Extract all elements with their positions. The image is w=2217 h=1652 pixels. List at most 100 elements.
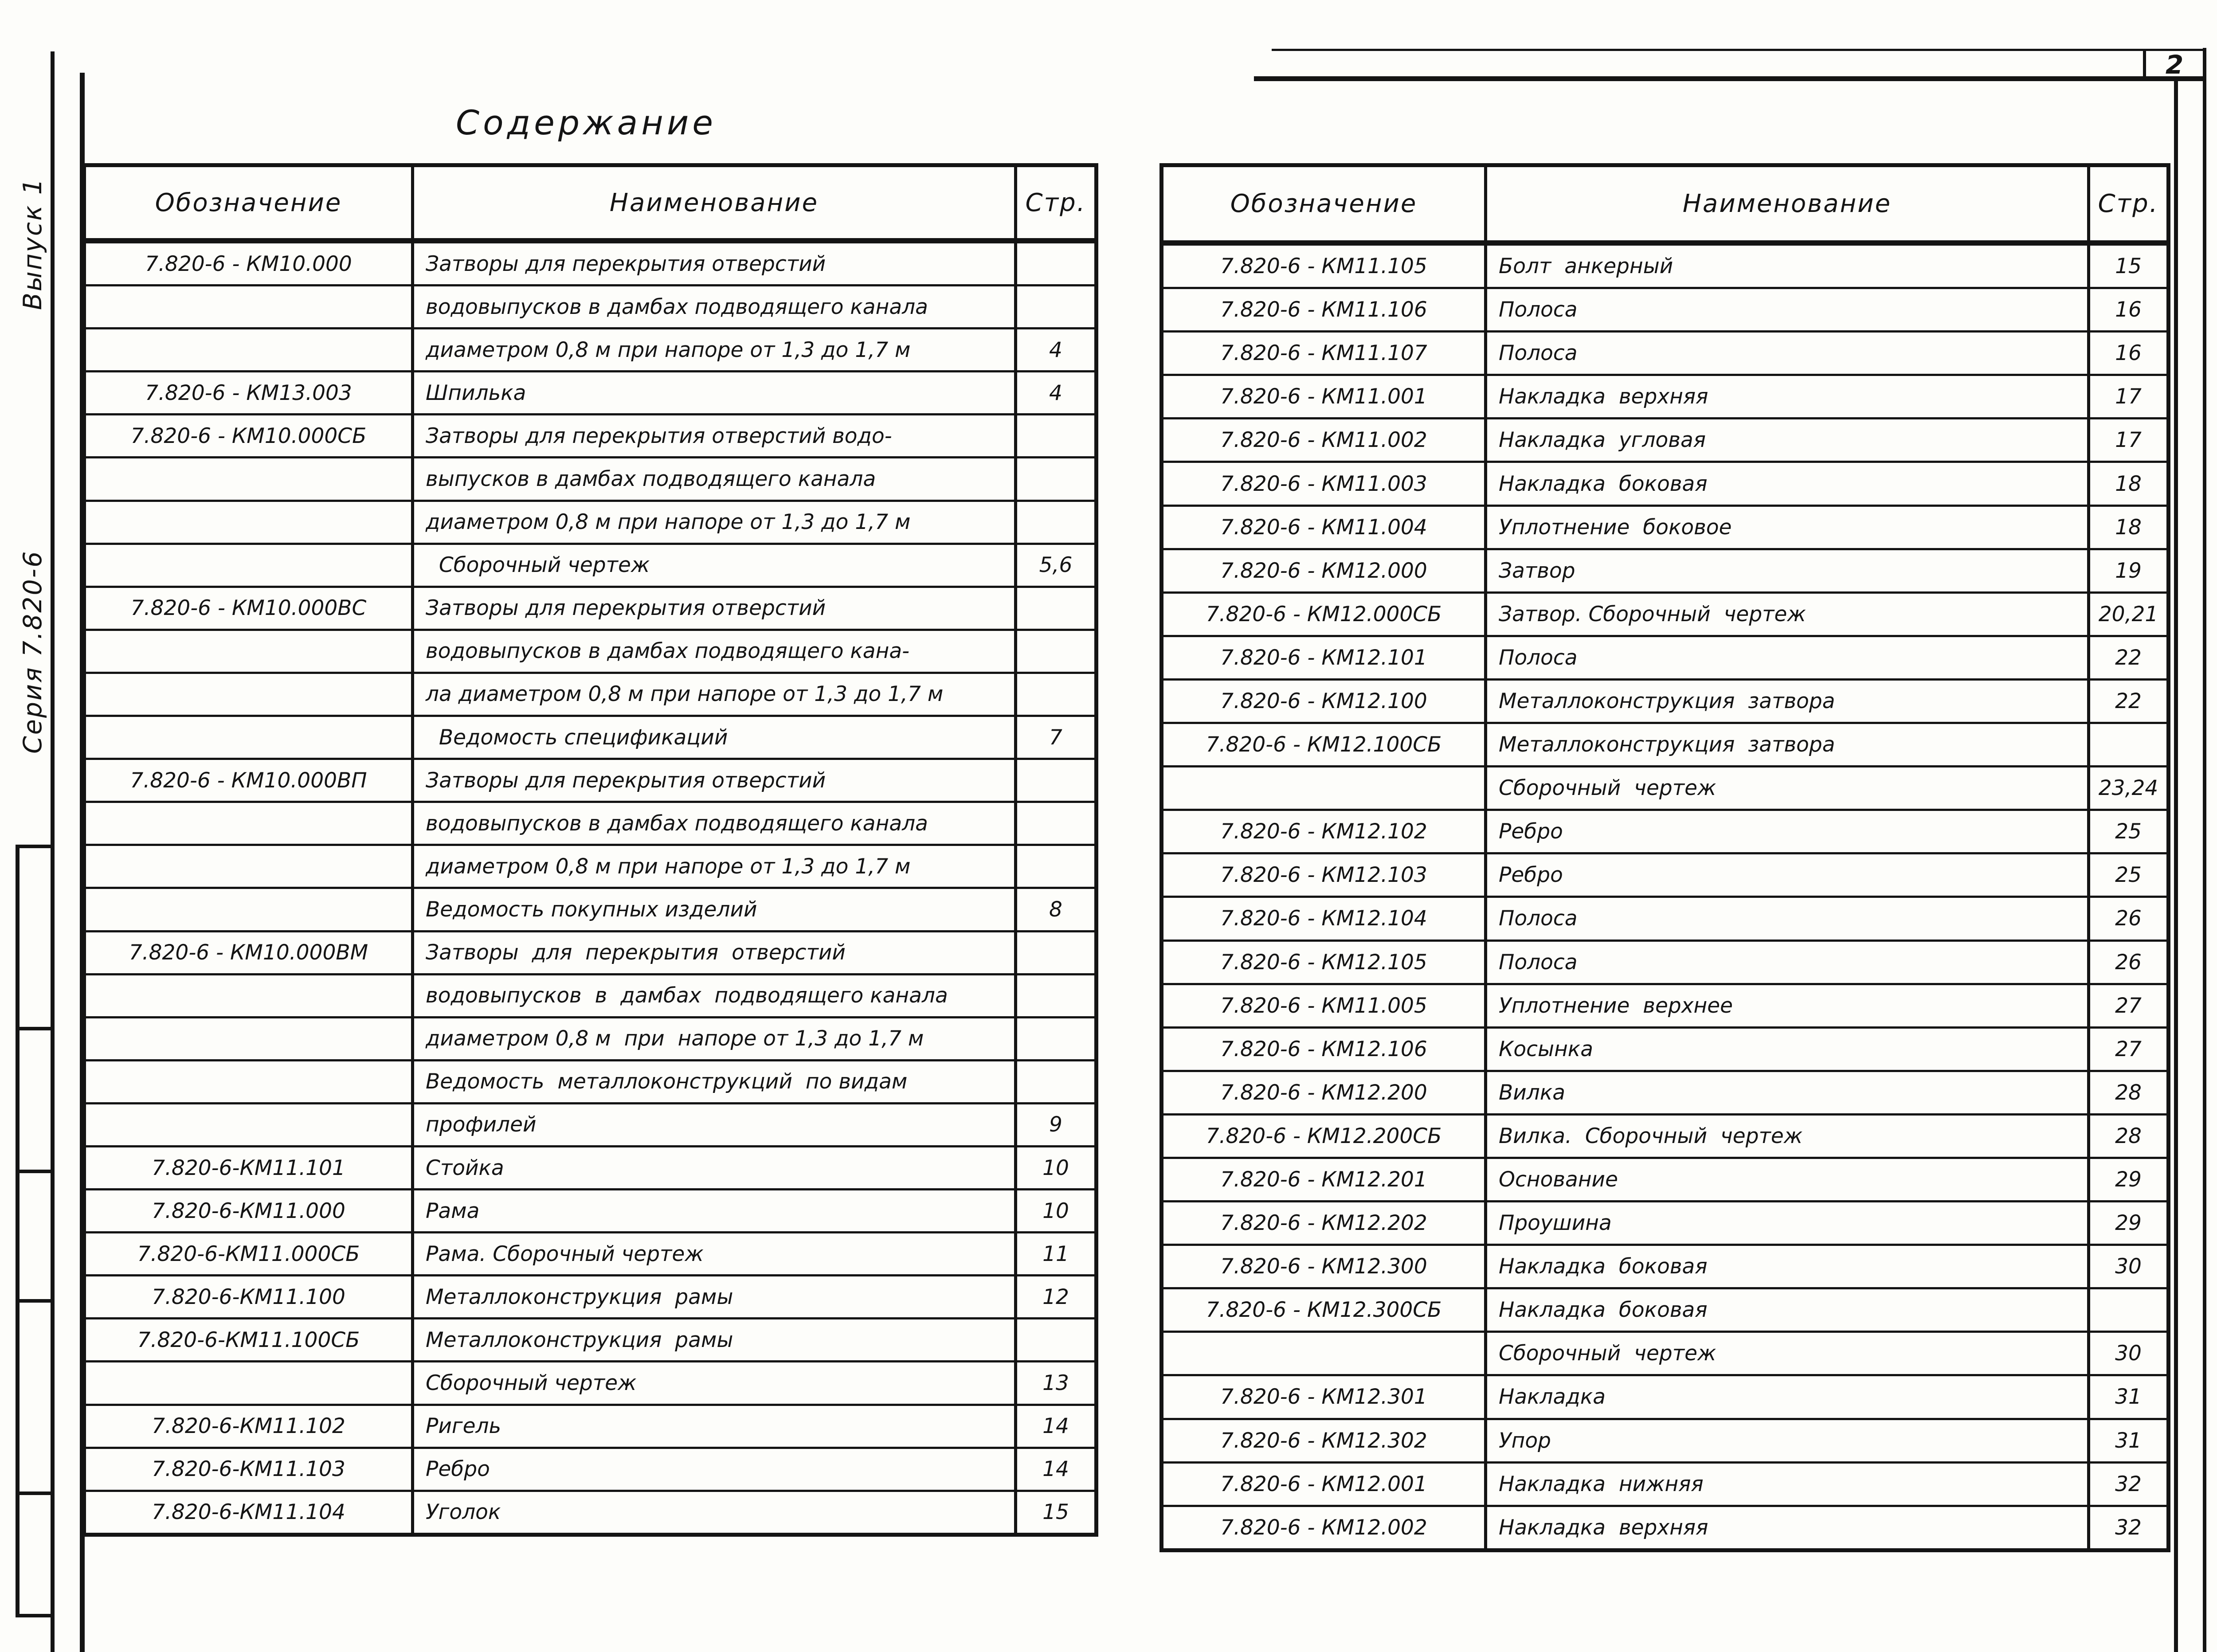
table-row: 7.820-6 - КМ11.106 Полоса 16: [1163, 289, 2166, 333]
cell-name: водовыпусков в дамбах подводящего канала: [414, 286, 1017, 328]
table-row: 7.820-6-КМ11.101 Стойка 10: [86, 1147, 1094, 1191]
cell-name: Накладка: [1487, 1376, 2090, 1418]
table-row: 7.820-6 - КМ12.300 Накладка боковая 30: [1163, 1246, 2166, 1290]
cell-page: 28: [2115, 1124, 2142, 1148]
cell-name: водовыпусков в дамбах подводящего кана-: [414, 630, 1017, 672]
frame-line-top-thick: [1254, 76, 2206, 81]
table-row: водовыпусков в дамбах подводящего канала: [86, 286, 1094, 330]
cell-name: Вилка: [1487, 1072, 2090, 1113]
cell-page: 10: [1042, 1198, 1069, 1223]
table-row: 7.820-6 - КМ12.202 Проушина 29: [1163, 1202, 2166, 1246]
cell-name: Затворы для перекрытия отверстий водо-: [414, 415, 1017, 457]
stamp-strip-divider: [16, 1491, 55, 1495]
table-row: Сборочный чертеж 30: [1163, 1333, 2166, 1377]
cell-designation: 7.820-6 - КМ12.300: [1163, 1246, 1487, 1288]
cell-designation: 7.820-6 - КМ12.300СБ: [1163, 1289, 1487, 1331]
cell-designation: 7.820-6 - КМ12.104: [1163, 898, 1487, 940]
column-header-name: Наименование: [1487, 167, 2090, 240]
table-row: 7.820-6 - КМ10.000СБ Затворы для перекрыт…: [86, 415, 1094, 459]
table-row: водовыпусков в дамбах подводящего канала: [86, 975, 1094, 1018]
cell-page: [1017, 243, 1094, 284]
cell-name: Накладка верхняя: [1487, 376, 2090, 418]
cell-name: Накладка нижняя: [1487, 1463, 2090, 1505]
page-number-box-divider: [2143, 49, 2146, 81]
frame-line-left-outer: [51, 51, 55, 1652]
cell-page: 26: [2115, 950, 2142, 975]
table-row: 7.820-6 - КМ10.000 Затворы для перекрытия…: [86, 243, 1094, 287]
cell-name: Полоса: [1487, 289, 2090, 331]
cell-designation: 7.820-6 - КМ12.002: [1163, 1507, 1487, 1548]
cell-designation: [86, 975, 414, 1016]
cell-designation: 7.820-6-КМ11.100: [86, 1276, 414, 1318]
cell-designation: 7.820-6-КМ11.100СБ: [86, 1319, 414, 1361]
sidebar-vertical-text: Серия 7.820-6 Выпуск 1: [12, 177, 53, 754]
cell-designation: 7.820-6 - КМ10.000СБ: [86, 415, 414, 457]
cell-name: Затворы для перекрытия отверстий: [414, 243, 1017, 285]
table-row: диаметром 0,8 м при напоре от 1,3 до 1,7…: [86, 846, 1094, 889]
cell-page: 14: [1042, 1414, 1069, 1439]
cell-page: 31: [2115, 1385, 2142, 1409]
cell-name: Уплотнение верхнее: [1487, 985, 2090, 1026]
cell-page: [2090, 724, 2166, 765]
table-row: диаметром 0,8 м при напоре от 1,3 до 1,7…: [86, 329, 1094, 373]
cell-page: [1017, 674, 1094, 715]
stamp-strip-divider: [16, 1027, 55, 1030]
cell-name: Затвор. Сборочный чертеж: [1487, 593, 2090, 635]
table-row: 7.820-6 - КМ13.003 Шпилька 4: [86, 372, 1094, 416]
series-label: Серия 7.820-6: [18, 550, 47, 754]
cell-designation: [86, 717, 414, 758]
cell-name: Ребро: [1487, 811, 2090, 853]
cell-designation: 7.820-6 - КМ12.106: [1163, 1028, 1487, 1070]
table-row: профилей 9: [86, 1104, 1094, 1147]
column-header-page: Стр.: [2098, 189, 2159, 218]
cell-name: Затворы для перекрытия отверстий: [414, 760, 1017, 801]
cell-page: 31: [2115, 1428, 2142, 1453]
contents-table-left: Обозначение Наименование Стр. 7.820-6 - КМ1…: [82, 163, 1098, 1537]
cell-name: Накладка боковая: [1487, 1289, 2090, 1331]
cell-name: Металлоконструкция рамы: [414, 1276, 1017, 1318]
table-row: 7.820-6-КМ11.100 Металлоконструкция рамы 1…: [86, 1276, 1094, 1320]
cell-name: ла диаметром 0,8 м при напоре от 1,3 до …: [414, 673, 1017, 715]
cell-designation: [86, 329, 414, 371]
frame-line-right-inner: [2174, 78, 2178, 1652]
cell-page: [1017, 1018, 1094, 1059]
cell-page: 17: [2115, 384, 2142, 409]
cell-page: 30: [2115, 1341, 2142, 1366]
table-row: 7.820-6 - КМ12.002 Накладка верхняя 32: [1163, 1507, 2166, 1548]
cell-page: 26: [2115, 906, 2142, 931]
cell-name: диаметром 0,8 м при напоре от 1,3 до 1,7…: [414, 846, 1017, 887]
cell-name: Ведомость покупных изделий: [414, 889, 1017, 930]
cell-designation: 7.820-6-КМ11.102: [86, 1405, 414, 1447]
cell-designation: 7.820-6 - КМ12.200: [1163, 1072, 1487, 1113]
table-row: 7.820-6 - КМ10.000ВП Затворы для перекрыт…: [86, 760, 1094, 803]
cell-name: Ведомость спецификаций: [414, 717, 1017, 758]
cell-designation: [86, 846, 414, 887]
cell-page: [1017, 975, 1094, 1016]
table-row: Сборочный чертеж 23,24: [1163, 767, 2166, 811]
cell-name: Рама. Сборочный чертеж: [414, 1233, 1017, 1275]
table-row: 7.820-6-КМ11.104 Уголок 15: [86, 1491, 1094, 1533]
table-row: 7.820-6 - КМ11.003 Накладка боковая 18: [1163, 463, 2166, 507]
cell-page: 4: [1049, 380, 1062, 405]
cell-name: Проушина: [1487, 1202, 2090, 1244]
table-row: Ведомость металлоконструкций по видам: [86, 1061, 1094, 1104]
column-header-name: Наименование: [414, 167, 1017, 238]
cell-designation: 7.820-6-КМ11.103: [86, 1448, 414, 1490]
cell-name: Накладка боковая: [1487, 463, 2090, 505]
cell-name: выпусков в дамбах подводящего канала: [414, 458, 1017, 500]
cell-page: 32: [2115, 1515, 2142, 1540]
cell-page: 13: [1042, 1370, 1069, 1395]
cell-name: диаметром 0,8 м при напоре от 1,3 до 1,7…: [414, 501, 1017, 543]
cell-page: 23,24: [2098, 776, 2158, 801]
cell-name: водовыпусков в дамбах подводящего канала: [414, 803, 1017, 844]
table-row: Сборочный чертеж 13: [86, 1362, 1094, 1406]
cell-name: Полоса: [1487, 333, 2090, 374]
cell-designation: [86, 1362, 414, 1404]
cell-page: [1017, 760, 1094, 801]
stamp-strip-divider: [16, 1170, 55, 1173]
cell-designation: 7.820-6 - КМ12.000СБ: [1163, 593, 1487, 635]
cell-name: диаметром 0,8 м при напоре от 1,3 до 1,7…: [414, 329, 1017, 371]
cell-page: 8: [1049, 897, 1062, 922]
cell-name: Полоса: [1487, 941, 2090, 983]
table-row: 7.820-6 - КМ12.104 Полоса 26: [1163, 898, 2166, 942]
